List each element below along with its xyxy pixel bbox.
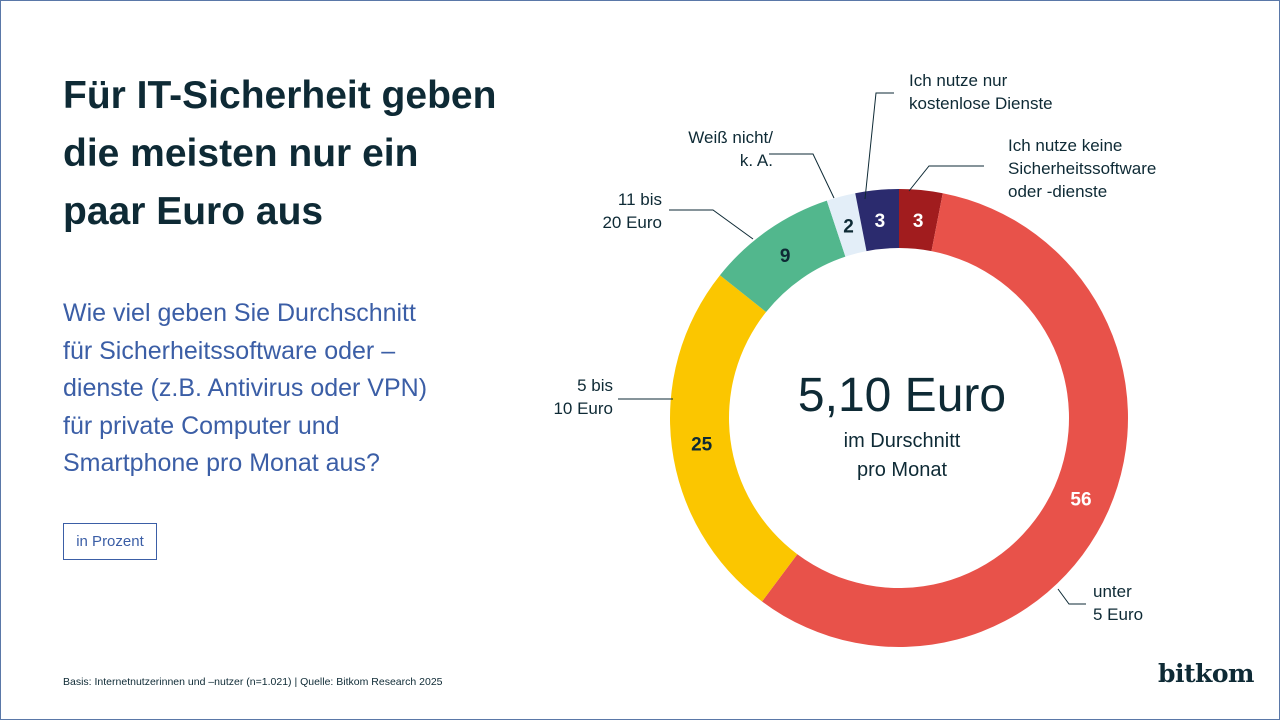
- center-line: pro Monat: [857, 459, 947, 481]
- slice-value-label: 3: [913, 211, 924, 232]
- title-line: Für IT-Sicherheit geben: [63, 74, 497, 117]
- donut-slice: [899, 189, 943, 252]
- slice-category-label: k. A.: [740, 151, 773, 170]
- center-line: im Durschnitt: [844, 430, 961, 452]
- question-line: dienste (z.B. Antivirus oder VPN): [63, 374, 428, 402]
- question-line: Wie viel geben Sie Durchschnitt: [63, 299, 416, 327]
- leader-line: [908, 165, 984, 192]
- leader-line: [1057, 588, 1086, 605]
- center-value: 5,10 Euro: [798, 369, 1006, 422]
- slice-category-label: oder -dienste: [1008, 182, 1107, 201]
- slice-value-label: 9: [780, 246, 791, 267]
- donut-slice: [669, 275, 798, 602]
- slice-value-label: 3: [875, 211, 886, 232]
- slice-category-label: 5 Euro: [1093, 605, 1143, 624]
- donut-slice: [762, 193, 1128, 647]
- leader-line: [669, 209, 754, 240]
- question-line: für Sicherheitssoftware oder –: [63, 336, 396, 365]
- slice-category-label: 10 Euro: [553, 399, 613, 418]
- question-line: Smartphone pro Monat aus?: [63, 449, 380, 477]
- slice-value-label: 56: [1070, 490, 1091, 511]
- question-text: Wie viel geben Sie Durchschnitt für Sich…: [63, 295, 427, 483]
- donut-slice: [855, 189, 899, 252]
- slice-value-label: 25: [691, 434, 713, 455]
- page-title: Für IT-Sicherheit geben die meisten nur …: [63, 67, 496, 241]
- leader-line: [769, 153, 835, 199]
- donut-slice: [719, 200, 846, 313]
- slice-category-label: Ich nutze nur: [909, 71, 1008, 90]
- bitkom-logo: bitkom: [1158, 659, 1254, 688]
- slice-value-label: 2: [843, 217, 854, 238]
- unit-badge: in Prozent: [63, 523, 157, 560]
- slice-category-label: 5 bis: [577, 376, 613, 395]
- slice-category-label: 20 Euro: [602, 213, 662, 232]
- slice-category-label: Ich nutze keine: [1008, 136, 1122, 155]
- slice-category-label: Sicherheitssoftware: [1008, 159, 1156, 178]
- slice-category-label: kostenlose Dienste: [909, 94, 1053, 113]
- question-line: für private Computer und: [63, 411, 340, 440]
- source-footer: Basis: Internetnutzerinnen und –nutzer (…: [63, 676, 443, 688]
- slice-category-label: Weiß nicht/: [688, 128, 773, 147]
- slice-category-label: unter: [1093, 582, 1132, 601]
- title-line: die meisten nur ein: [63, 132, 419, 175]
- title-line: paar Euro aus: [63, 190, 324, 233]
- donut-slice: [826, 193, 867, 257]
- leader-line: [864, 92, 894, 200]
- slice-category-label: 11 bis: [618, 190, 662, 209]
